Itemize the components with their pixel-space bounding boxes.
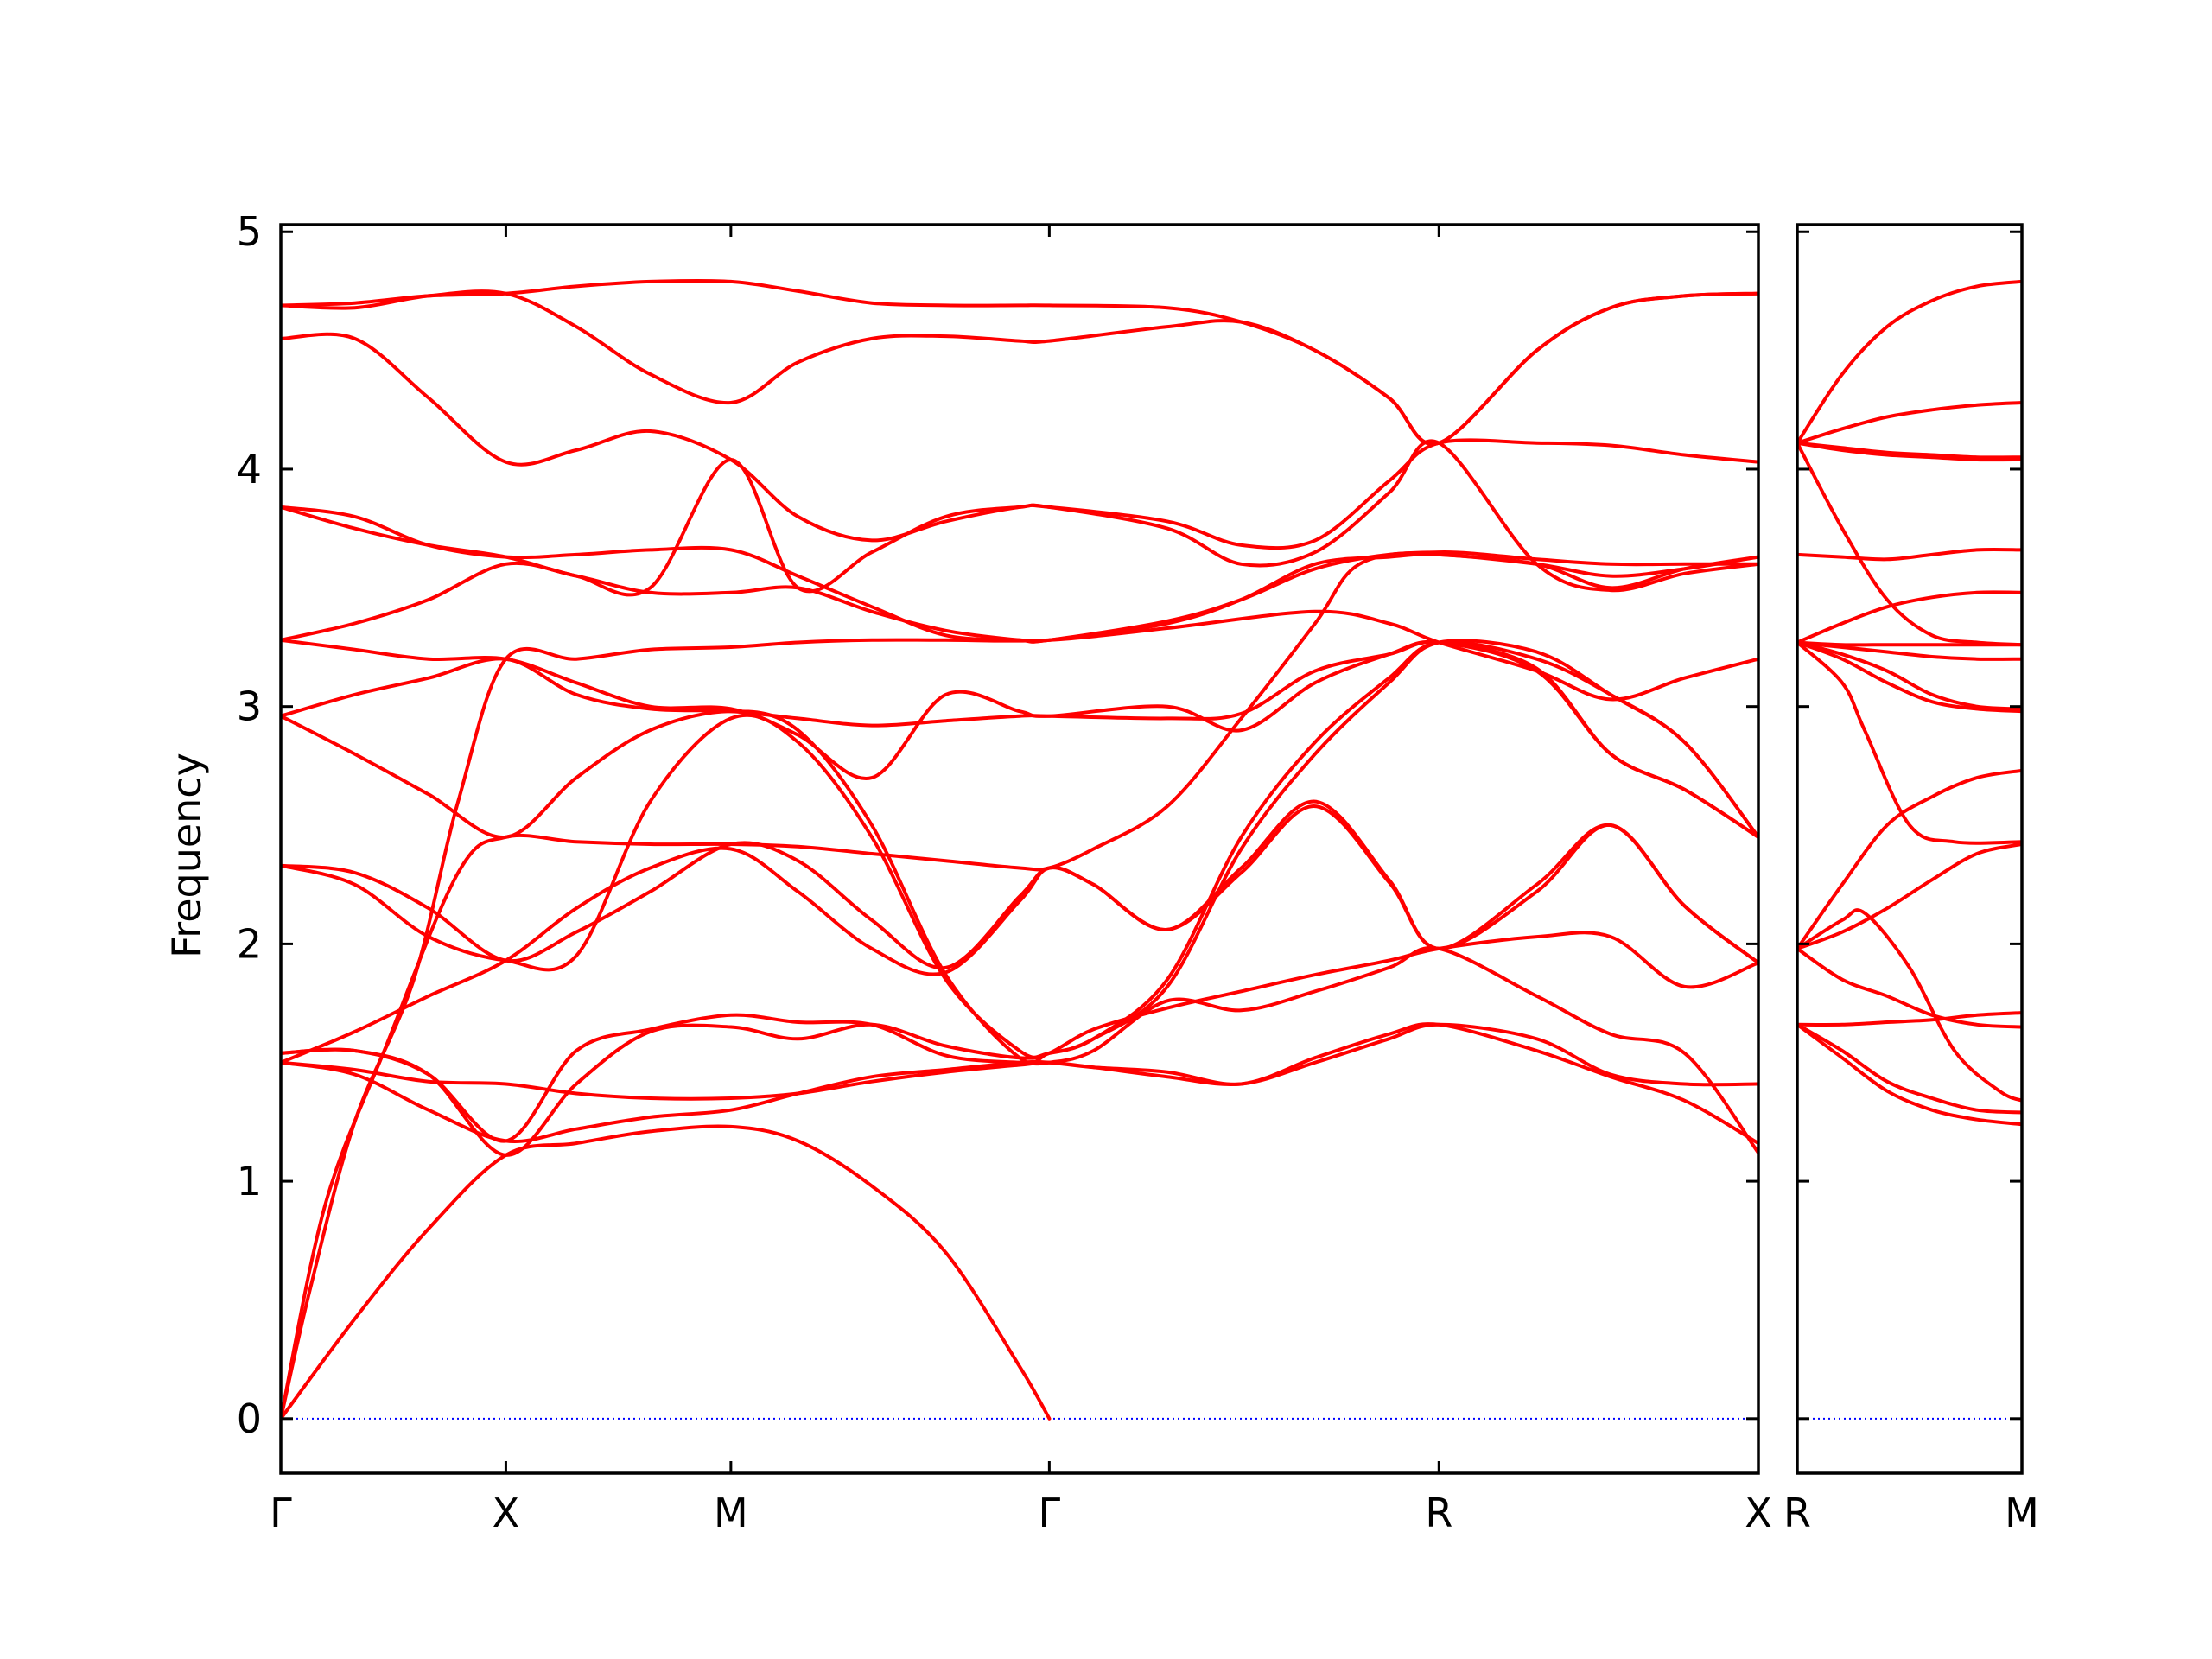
- band-line-2-18: [1797, 401, 2022, 445]
- band-line-2-7: [1797, 768, 2022, 950]
- band-line-1-18: [281, 289, 1758, 446]
- band-line-2-3: [1797, 1011, 2022, 1027]
- x-tick-label: X: [493, 1490, 520, 1536]
- band-line-1-19: [281, 278, 1758, 446]
- x-tick-label: M: [714, 1490, 748, 1536]
- panel-2-frame: [1796, 223, 2024, 1475]
- band-line-2-9: [1797, 640, 2022, 714]
- band-line-2-2: [1797, 1022, 2022, 1115]
- band-line-2-19: [1797, 279, 2022, 445]
- band-line-1-12: [281, 640, 1758, 839]
- y-tick-label: 5: [237, 208, 262, 255]
- band-line-2-5: [1797, 908, 2022, 1103]
- band-line-2-10: [1797, 640, 2022, 711]
- x-tick-label: R: [1783, 1490, 1811, 1536]
- y-tick-label: 4: [237, 446, 262, 493]
- panel-1-bands: [1797, 279, 2022, 1420]
- band-line-2-15: [1797, 441, 2022, 647]
- band-line-1-1: [281, 1124, 1052, 1421]
- bands-layer: [281, 278, 2022, 1421]
- band-line-1-15: [281, 505, 1758, 644]
- band-line-2-4: [1797, 946, 2022, 1029]
- band-line-1-11: [281, 639, 1758, 1065]
- band-line-2-13: [1797, 590, 2022, 645]
- band-line-2-6: [1797, 842, 2022, 950]
- y-axis-label: Frequency: [163, 753, 210, 958]
- x-tick-label: R: [1425, 1490, 1452, 1536]
- band-line-1-9: [281, 799, 1758, 970]
- band-line-1-17: [281, 332, 1758, 550]
- band-line-2-14: [1797, 547, 2022, 562]
- band-line-2-16: [1797, 441, 2022, 462]
- panel-0-bands: [281, 278, 1758, 1421]
- band-line-2-11: [1797, 640, 2022, 661]
- x-tick-label: Γ: [1039, 1490, 1061, 1536]
- panel-1-frame: [279, 223, 1760, 1475]
- x-tick-label: Γ: [270, 1490, 292, 1536]
- band-line-1-10: [281, 639, 1758, 1059]
- band-line-2-12: [1797, 640, 2022, 647]
- y-tick-label: 3: [237, 683, 262, 730]
- band-line-2-8: [1797, 640, 2022, 845]
- x-tick-label: X: [1745, 1490, 1772, 1536]
- x-tick-label: M: [2005, 1490, 2039, 1536]
- band-line-2-1: [1797, 1022, 2022, 1127]
- band-line-1-8: [281, 804, 1758, 1065]
- y-tick-label: 2: [237, 920, 262, 967]
- band-line-2-17: [1797, 441, 2022, 460]
- y-tick-label: 1: [237, 1158, 262, 1205]
- band-line-1-3: [281, 609, 1758, 1421]
- band-line-1-7: [281, 931, 1758, 1157]
- band-line-1-13: [281, 638, 1758, 839]
- y-tick-label: 0: [237, 1395, 262, 1442]
- band-line-1-14: [281, 551, 1758, 644]
- band-line-1-16: [281, 439, 1758, 597]
- band-line-1-2: [281, 550, 1758, 1421]
